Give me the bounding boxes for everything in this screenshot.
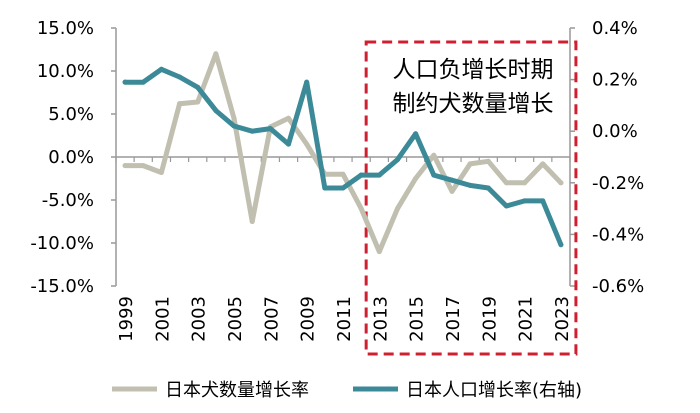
population-growth-point-2001 (158, 66, 164, 72)
x-tick-label: 2013 (370, 296, 391, 342)
dog-growth-point-2011 (340, 171, 346, 177)
annotation-line-2: 制约犬数量增长 (393, 91, 554, 117)
legend-label-population-growth: 日本人口增长率(右轴) (406, 380, 582, 401)
left-tick-label: -15.0% (30, 276, 94, 297)
right-tick-label: -0.6% (592, 276, 644, 297)
right-tick-label: -0.2% (592, 173, 644, 194)
left-tick-label: 10.0% (37, 61, 94, 82)
right-tick-label: 0.4% (592, 18, 638, 39)
x-tick-label: 2005 (225, 296, 246, 342)
right-tick-label: -0.4% (592, 224, 644, 245)
x-tick-label: 2017 (443, 296, 464, 342)
x-tick-label: 2003 (189, 296, 210, 342)
dog-growth-point-2023 (558, 180, 564, 186)
dog-growth-point-2009 (304, 141, 310, 147)
population-growth-point-2003 (195, 84, 201, 90)
dog-growth-point-2003 (195, 99, 201, 105)
left-tick-label: -10.0% (30, 233, 94, 254)
left-tick-label: 0.0% (48, 147, 94, 168)
x-axis-tick-labels: 1999 2001 2003 2005 2007 2009 2011 2013 2015 2017… (116, 296, 573, 342)
population-growth-point-2017 (449, 177, 455, 183)
left-tick-label: 15.0% (37, 18, 94, 39)
dog-growth-point-2022 (540, 161, 546, 167)
left-tick-label: 5.0% (48, 104, 94, 125)
dog-growth-point-2018 (467, 161, 473, 167)
x-tick-label: 2007 (261, 296, 282, 342)
population-growth-point-2005 (231, 123, 237, 129)
x-tick-label: 2001 (152, 296, 173, 342)
dog-growth-point-2002 (177, 101, 183, 107)
dog-growth-point-2016 (431, 152, 437, 158)
population-growth-point-2011 (340, 185, 346, 191)
left-axis-ticks: 15.0% 10.0% 5.0% 0.0% -5.0% -10.0% -15.0% (30, 18, 116, 297)
dog-growth-point-2013 (376, 249, 382, 255)
population-growth-point-2021 (522, 198, 528, 204)
left-tick-label: -5.0% (42, 190, 94, 211)
annotation-line-1: 人口负增长时期 (393, 57, 554, 83)
population-growth-point-2008 (286, 141, 292, 147)
dog-growth-point-2014 (394, 206, 400, 212)
legend: 日本犬数量增长率 日本人口增长率(右轴) (112, 380, 582, 401)
right-tick-label: 0.2% (592, 70, 638, 91)
population-growth-point-2018 (467, 182, 473, 188)
dog-growth-point-2001 (158, 169, 164, 175)
x-tick-label: 2021 (516, 296, 537, 342)
right-axis-ticks: 0.4% 0.2% 0.0% -0.2% -0.4% -0.6% (570, 18, 644, 297)
x-tick-label: 2019 (479, 296, 500, 342)
population-growth-point-2022 (540, 198, 546, 204)
x-tick-label: 2009 (298, 296, 319, 342)
population-growth-point-2015 (413, 131, 419, 137)
population-growth-point-2010 (322, 185, 328, 191)
dog-growth-point-2015 (413, 176, 419, 181)
population-growth-point-2013 (376, 172, 382, 178)
dog-growth-point-2017 (449, 188, 455, 194)
dog-growth-point-2000 (140, 163, 146, 169)
dog-growth-point-2021 (522, 180, 528, 186)
population-growth-point-2023 (558, 242, 564, 248)
population-growth-point-2000 (140, 79, 146, 85)
x-tick-label: 2015 (407, 296, 428, 342)
population-growth-point-2004 (213, 108, 219, 114)
population-growth-point-2009 (304, 79, 310, 85)
dog-growth-point-2012 (358, 206, 364, 212)
population-growth-point-2006 (249, 128, 255, 134)
dog-growth-point-2004 (213, 51, 219, 57)
population-growth-point-2007 (267, 126, 273, 132)
x-axis-tick-marks (115, 157, 571, 162)
dog-growth-point-2006 (249, 219, 255, 224)
negative-growth-period-box (364, 40, 578, 356)
dog-growth-point-2005 (231, 115, 237, 121)
dog-growth-point-2008 (286, 115, 292, 121)
dog-growth-point-2020 (503, 180, 509, 186)
population-growth-point-2002 (177, 74, 183, 80)
x-tick-label: 2011 (334, 296, 355, 342)
x-tick-label: 2023 (552, 296, 573, 342)
dog-growth-point-1999 (122, 163, 128, 169)
right-tick-label: 0.0% (592, 121, 638, 142)
x-tick-label: 1999 (116, 296, 137, 342)
population-growth-point-2019 (485, 185, 491, 191)
population-growth-point-1999 (122, 79, 128, 85)
legend-label-dog-growth: 日本犬数量增长率 (165, 380, 309, 401)
population-growth-point-2016 (431, 172, 437, 178)
series-layer (122, 51, 564, 255)
dog-growth-point-2019 (485, 158, 491, 164)
population-growth-point-2012 (358, 172, 364, 178)
population-growth-point-2020 (503, 203, 509, 209)
population-growth-point-2014 (394, 157, 400, 163)
